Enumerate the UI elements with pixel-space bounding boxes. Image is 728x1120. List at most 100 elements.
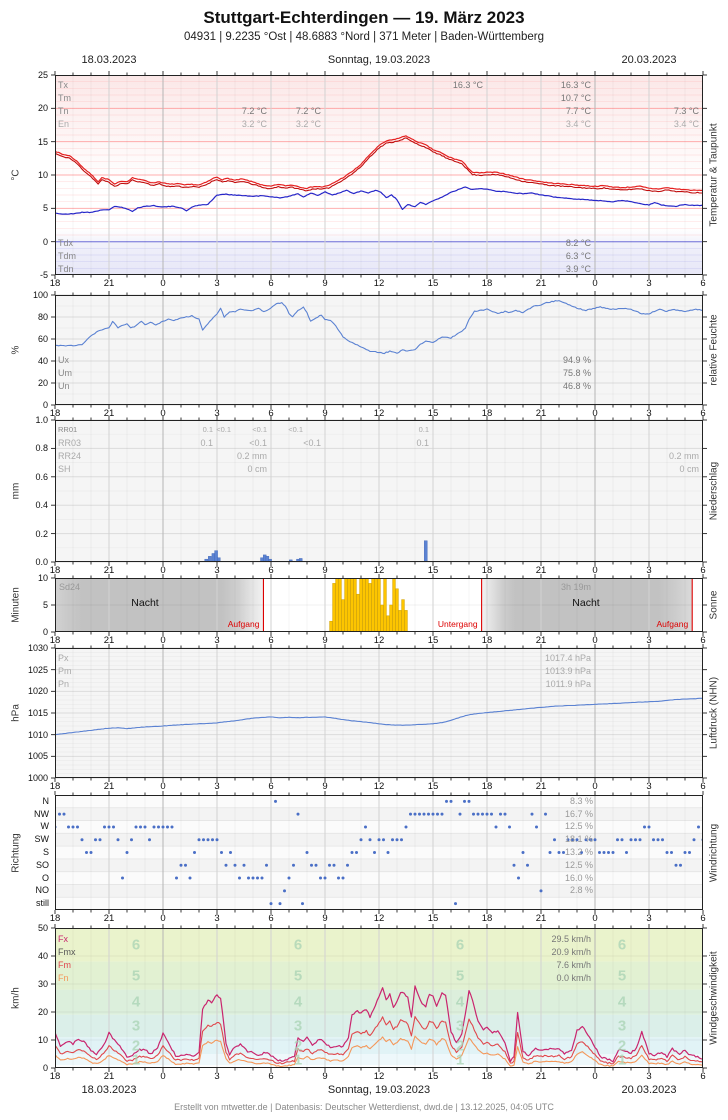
stat-name-rr01: RR01 [58, 425, 78, 434]
wind-direction-dot [373, 851, 376, 854]
x-tick-label: 12 [373, 913, 385, 924]
series-line [55, 137, 703, 194]
series-line [55, 697, 703, 736]
series-group [55, 135, 703, 215]
x-tick-label: 0 [592, 781, 598, 792]
wind-direction-dot [283, 889, 286, 893]
stat-value-ux: 94.9 % [562, 355, 591, 365]
sunshine-bar [377, 578, 381, 632]
stat-name-ux: Ux [58, 355, 69, 365]
y-tick-label: 0 [42, 400, 48, 410]
y-tick-label: 40 [37, 356, 48, 366]
night-region [55, 578, 264, 632]
y-tick-label: 1025 [27, 664, 48, 675]
panel-border [55, 648, 703, 778]
axis-title-left: mm [10, 482, 22, 500]
y-category-label: S [42, 847, 49, 857]
stat-value-sd24: 3h 19m [560, 582, 591, 592]
beaufort-number: 1 [455, 1051, 465, 1069]
precip-bar [424, 540, 428, 562]
beaufort-number: 4 [617, 993, 627, 1011]
wind-direction-dot [287, 876, 291, 880]
wind-direction-dot [391, 838, 394, 842]
panel-sun: Sd24 3h 19m Nacht Nacht Aufgang Untergang Aufg… [51, 574, 707, 636]
wind-direction-dot [305, 851, 309, 854]
wind-direction-dot [463, 799, 466, 803]
axis-title-right: relative Feuchte [708, 314, 720, 386]
wind-direction-dot [143, 825, 147, 829]
x-tick-label: 3 [214, 913, 220, 924]
wind-direction-dot [71, 825, 75, 829]
series-line [55, 985, 703, 1063]
wind-direction-dot [616, 838, 619, 842]
beaufort-number: 5 [617, 967, 627, 985]
stat-value-tdx: 8.2 °C [565, 238, 591, 248]
x-tick-label: 6 [268, 913, 274, 924]
beaufort-number: 6 [131, 936, 141, 954]
wind-direction-dot [89, 851, 93, 854]
stat-name-tx: Tx [58, 80, 68, 90]
precip-bar [208, 556, 212, 562]
x-tick-label: 15 [427, 635, 439, 646]
panel-svg-pressure [51, 644, 707, 782]
wind-direction-dot [175, 876, 178, 880]
stat-value-tn: 7.2 °C [241, 106, 267, 116]
y-tick-label: 25 [37, 70, 48, 80]
sunshine-bar [335, 578, 339, 632]
x-tick-label: 21 [535, 278, 547, 289]
wind-direction-dot [265, 863, 268, 867]
x-tick-label: 3 [646, 565, 652, 576]
stat-value-en: 3.4 °C [565, 119, 591, 129]
date-right-bottom: 20.03.2023 [621, 1084, 677, 1096]
wind-direction-dot [557, 851, 561, 854]
wind-direction-dot [607, 851, 610, 854]
x-tick-label: 21 [535, 565, 547, 576]
x-tick-label: 21 [535, 635, 547, 646]
wind-direction-dot [494, 825, 498, 829]
stat-value-en: 3.4 °C [673, 119, 699, 129]
x-tick-label: 15 [427, 408, 439, 419]
x-tick-label: 0 [592, 1071, 598, 1082]
x-tick-label: 21 [535, 408, 547, 419]
wind-direction-dot [323, 876, 327, 880]
panel-svg-wind-direction [54, 791, 704, 914]
wind-direction-dot [377, 838, 381, 842]
stat-value-pm: 1013.9 hPa [544, 666, 591, 676]
x-tick-label: 21 [103, 781, 115, 792]
wind-direction-dot [139, 825, 142, 829]
wind-direction-dot [346, 863, 349, 867]
x-tick-label: 18 [481, 913, 493, 924]
x-tick-label: 3 [214, 781, 220, 792]
series-group [55, 697, 703, 736]
x-tick-label: 3 [646, 781, 652, 792]
wind-direction-dot [386, 851, 390, 854]
wind-direction-dot [602, 851, 606, 854]
sunshine-bar [374, 578, 378, 632]
wind-direction-dot [418, 812, 421, 816]
wind-direction-dot [116, 838, 120, 842]
stat-value-fx: 29.5 km/h [551, 934, 591, 944]
panel-border [55, 75, 703, 275]
sunshine-bar [350, 578, 354, 632]
series-group [204, 540, 428, 562]
x-tick-label: 12 [373, 408, 385, 419]
wind-direction-dot [166, 825, 169, 829]
beaufort-number: 3 [617, 1017, 627, 1035]
wind-direction-dot [125, 851, 129, 854]
y-category-label: N [42, 795, 50, 806]
stat-value-tn: 7.2 °C [295, 106, 321, 116]
axis-title-right: Niederschlag [708, 461, 720, 521]
sun-event-label: Aufgang [656, 619, 689, 629]
night-region [481, 578, 693, 632]
credit-footer: Erstellt von mtwetter.de | Datenbasis: D… [174, 1102, 554, 1112]
stat-value-tdm: 6.3 °C [565, 251, 591, 261]
wind-direction-dot [589, 838, 592, 842]
y-tick-label: 0.0 [35, 557, 48, 567]
x-tick-label: 6 [268, 408, 274, 419]
wind-direction-dot [215, 838, 219, 842]
wind-direction-dot [490, 812, 493, 816]
sunshine-bar [392, 578, 396, 632]
x-tick-label: 15 [427, 781, 439, 792]
axis-title-right: Sonne [708, 590, 720, 620]
y-tick-label: 1.0 [35, 415, 48, 425]
